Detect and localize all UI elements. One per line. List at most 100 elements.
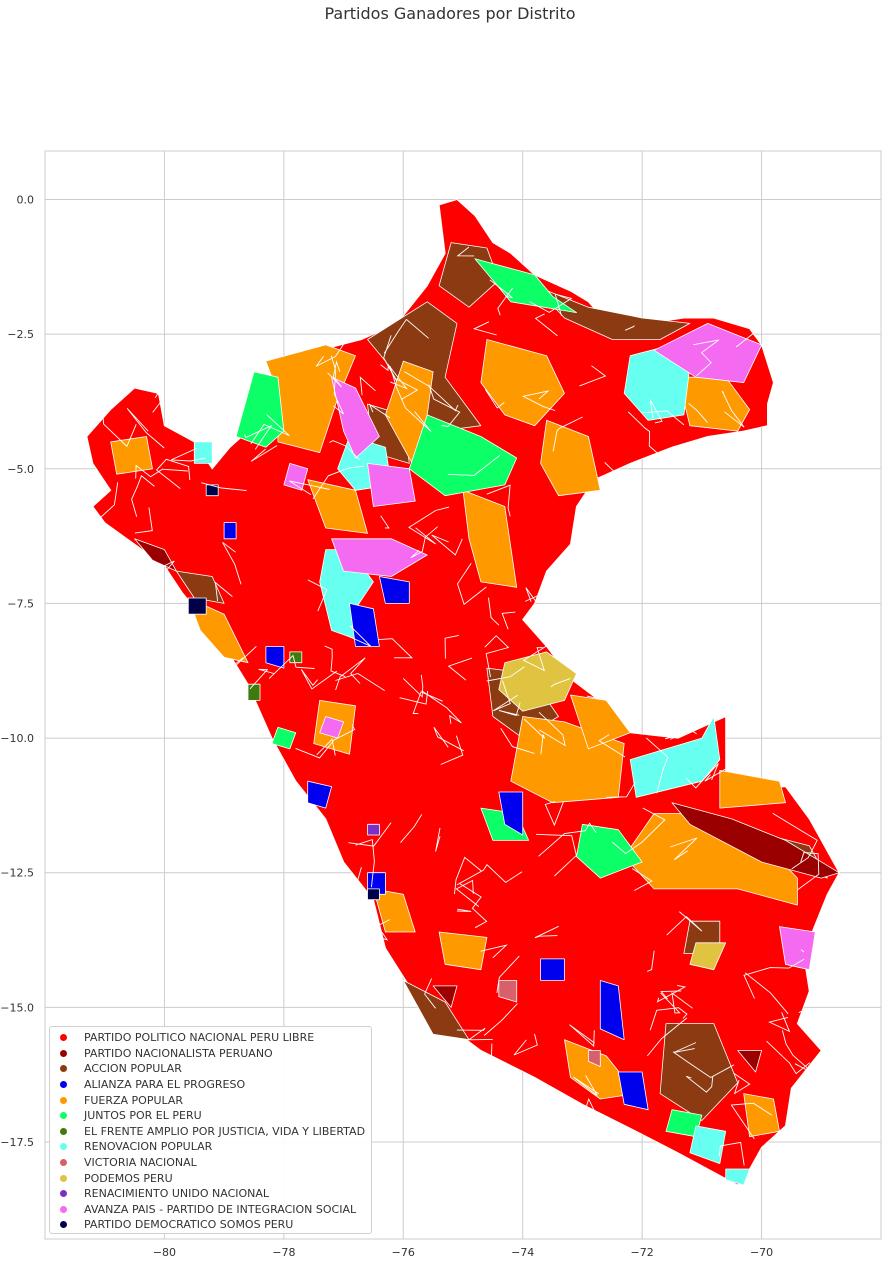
legend-label: AVANZA PAIS - PARTIDO DE INTEGRACION SOC… bbox=[84, 1202, 357, 1216]
district-boundary bbox=[201, 482, 247, 492]
district-alianza-para-el-progreso[interactable] bbox=[599, 980, 625, 1041]
district-fuerza-popular[interactable] bbox=[570, 694, 631, 750]
district-juntos-por-el-peru[interactable] bbox=[576, 823, 643, 879]
district-avanza-pais-partido-de-integracion-social[interactable] bbox=[779, 926, 816, 971]
district-accion-popular[interactable] bbox=[659, 1023, 739, 1121]
district-boundary bbox=[329, 440, 360, 461]
district-boundary bbox=[222, 541, 242, 585]
district-fuerza-popular[interactable] bbox=[110, 436, 153, 475]
district-boundary bbox=[642, 410, 685, 426]
district-alianza-para-el-progreso[interactable] bbox=[265, 646, 285, 669]
district-boundary bbox=[496, 955, 520, 993]
district-renovacion-popular[interactable] bbox=[629, 716, 721, 798]
district-boundary bbox=[383, 318, 429, 354]
district-fuerza-popular[interactable] bbox=[719, 770, 786, 809]
district-boundary bbox=[250, 414, 290, 445]
district-victoria-nacional[interactable] bbox=[498, 980, 518, 1003]
district-boundary bbox=[214, 581, 233, 602]
district-boundary bbox=[295, 724, 356, 759]
district-fuerza-popular[interactable] bbox=[307, 479, 368, 534]
district-boundary bbox=[312, 465, 364, 500]
district-juntos-por-el-peru[interactable] bbox=[271, 726, 297, 750]
district-alianza-para-el-progreso[interactable] bbox=[617, 1071, 649, 1111]
district-boundary bbox=[721, 390, 745, 428]
district-juntos-por-el-peru[interactable] bbox=[474, 258, 577, 314]
district-boundary bbox=[410, 526, 438, 559]
district-boundary bbox=[693, 339, 720, 377]
legend-marker-icon bbox=[60, 1174, 67, 1182]
district-boundary bbox=[766, 1040, 811, 1075]
district-boundary bbox=[521, 390, 556, 411]
district-boundary bbox=[688, 403, 708, 423]
x-tick-label: −76 bbox=[392, 1246, 415, 1259]
district-alianza-para-el-progreso[interactable] bbox=[349, 603, 380, 647]
district-fuerza-popular[interactable] bbox=[372, 888, 416, 933]
district-boundary bbox=[647, 1017, 688, 1057]
district-alianza-para-el-progreso[interactable] bbox=[378, 576, 410, 604]
district-alianza-para-el-progreso[interactable] bbox=[223, 522, 237, 540]
district-partido-nacionalista-peruano[interactable] bbox=[671, 802, 840, 879]
district-boundary bbox=[348, 822, 392, 847]
district-renovacion-popular[interactable] bbox=[689, 1125, 727, 1164]
y-tick-label: −12.5 bbox=[0, 867, 34, 880]
district-boundary bbox=[513, 1033, 538, 1056]
district-partido-nacionalista-peruano[interactable] bbox=[737, 1050, 762, 1073]
district-boundary bbox=[523, 718, 546, 755]
district-avanza-pais-partido-de-integracion-social[interactable] bbox=[331, 376, 380, 459]
district-partido-nacionalista-peruano[interactable] bbox=[432, 985, 458, 1008]
district-renovacion-popular[interactable] bbox=[193, 441, 213, 464]
district-partido-nacionalista-peruano[interactable] bbox=[134, 538, 177, 572]
district-boundary bbox=[383, 335, 419, 400]
district-accion-popular[interactable] bbox=[175, 570, 225, 604]
legend-item-podemos-peru: PODEMOS PERU bbox=[60, 1170, 371, 1186]
country-layer bbox=[86, 198, 840, 1186]
district-partido-democratico-somos-peru[interactable] bbox=[367, 888, 380, 901]
legend-marker-icon bbox=[60, 1065, 67, 1073]
district-podemos-peru[interactable] bbox=[689, 942, 727, 971]
y-tick-label: −5.0 bbox=[7, 463, 34, 476]
legend-item-partido-politico-nacional-peru-libre: PARTIDO POLITICO NACIONAL PERU LIBRE bbox=[60, 1030, 371, 1046]
district-avanza-pais-partido-de-integracion-social[interactable] bbox=[653, 322, 762, 384]
district-boundary bbox=[718, 1141, 745, 1166]
y-tick-label: −7.5 bbox=[7, 597, 34, 610]
district-accion-popular[interactable] bbox=[438, 242, 500, 308]
district-alianza-para-el-progreso[interactable] bbox=[498, 791, 524, 836]
district-partido-democratico-somos-peru[interactable] bbox=[187, 597, 207, 615]
legend-label: PODEMOS PERU bbox=[84, 1171, 173, 1185]
district-boundary bbox=[456, 908, 472, 912]
district-podemos-peru[interactable] bbox=[498, 651, 577, 712]
district-boundary bbox=[424, 978, 436, 1009]
district-renovacion-popular[interactable] bbox=[725, 1168, 750, 1186]
legend-label: PARTIDO NACIONALISTA PERUANO bbox=[84, 1046, 273, 1060]
legend-label: RENACIMIENTO UNIDO NACIONAL bbox=[84, 1187, 270, 1201]
district-boundary bbox=[428, 384, 461, 427]
x-tick-label: −70 bbox=[750, 1246, 773, 1259]
district-boundary bbox=[412, 691, 443, 715]
district-boundary bbox=[408, 506, 450, 545]
legend-label: VICTORIA NACIONAL bbox=[84, 1156, 197, 1170]
district-boundary bbox=[486, 666, 525, 682]
district-boundary bbox=[380, 515, 390, 529]
district-alianza-para-el-progreso[interactable] bbox=[307, 780, 333, 809]
district-partido-democratico-somos-peru[interactable] bbox=[205, 484, 219, 497]
legend-marker-icon bbox=[60, 1190, 67, 1198]
figure-title: Partidos Ganadores por Distrito bbox=[324, 4, 576, 23]
district-accion-popular[interactable] bbox=[534, 285, 691, 340]
district-fuerza-popular[interactable] bbox=[462, 489, 518, 588]
legend-marker-icon bbox=[60, 1127, 67, 1135]
district-boundary bbox=[730, 1102, 773, 1140]
district-avanza-pais-partido-de-integracion-social[interactable] bbox=[331, 538, 428, 577]
district-victoria-nacional[interactable] bbox=[588, 1050, 601, 1067]
legend-item-renacimiento-unido-nacional: RENACIMIENTO UNIDO NACIONAL bbox=[60, 1186, 371, 1202]
district-renacimiento-unido-nacional[interactable] bbox=[367, 823, 380, 836]
district-avanza-pais-partido-de-integracion-social[interactable] bbox=[367, 462, 416, 507]
district-boundary bbox=[447, 657, 473, 681]
district-fuerza-popular[interactable] bbox=[438, 931, 488, 971]
district-fuerza-popular[interactable] bbox=[743, 1093, 780, 1138]
district-boundary bbox=[497, 287, 514, 316]
legend-item-avanza-pais-partido-de-integracion-social: AVANZA PAIS - PARTIDO DE INTEGRACION SOC… bbox=[60, 1202, 371, 1218]
district-alianza-para-el-progreso[interactable] bbox=[540, 958, 565, 981]
district-el-frente-amplio-por-justicia-vida-y-libertad[interactable] bbox=[247, 683, 261, 701]
district-boundary bbox=[155, 458, 191, 489]
legend-marker-icon bbox=[60, 1159, 67, 1167]
